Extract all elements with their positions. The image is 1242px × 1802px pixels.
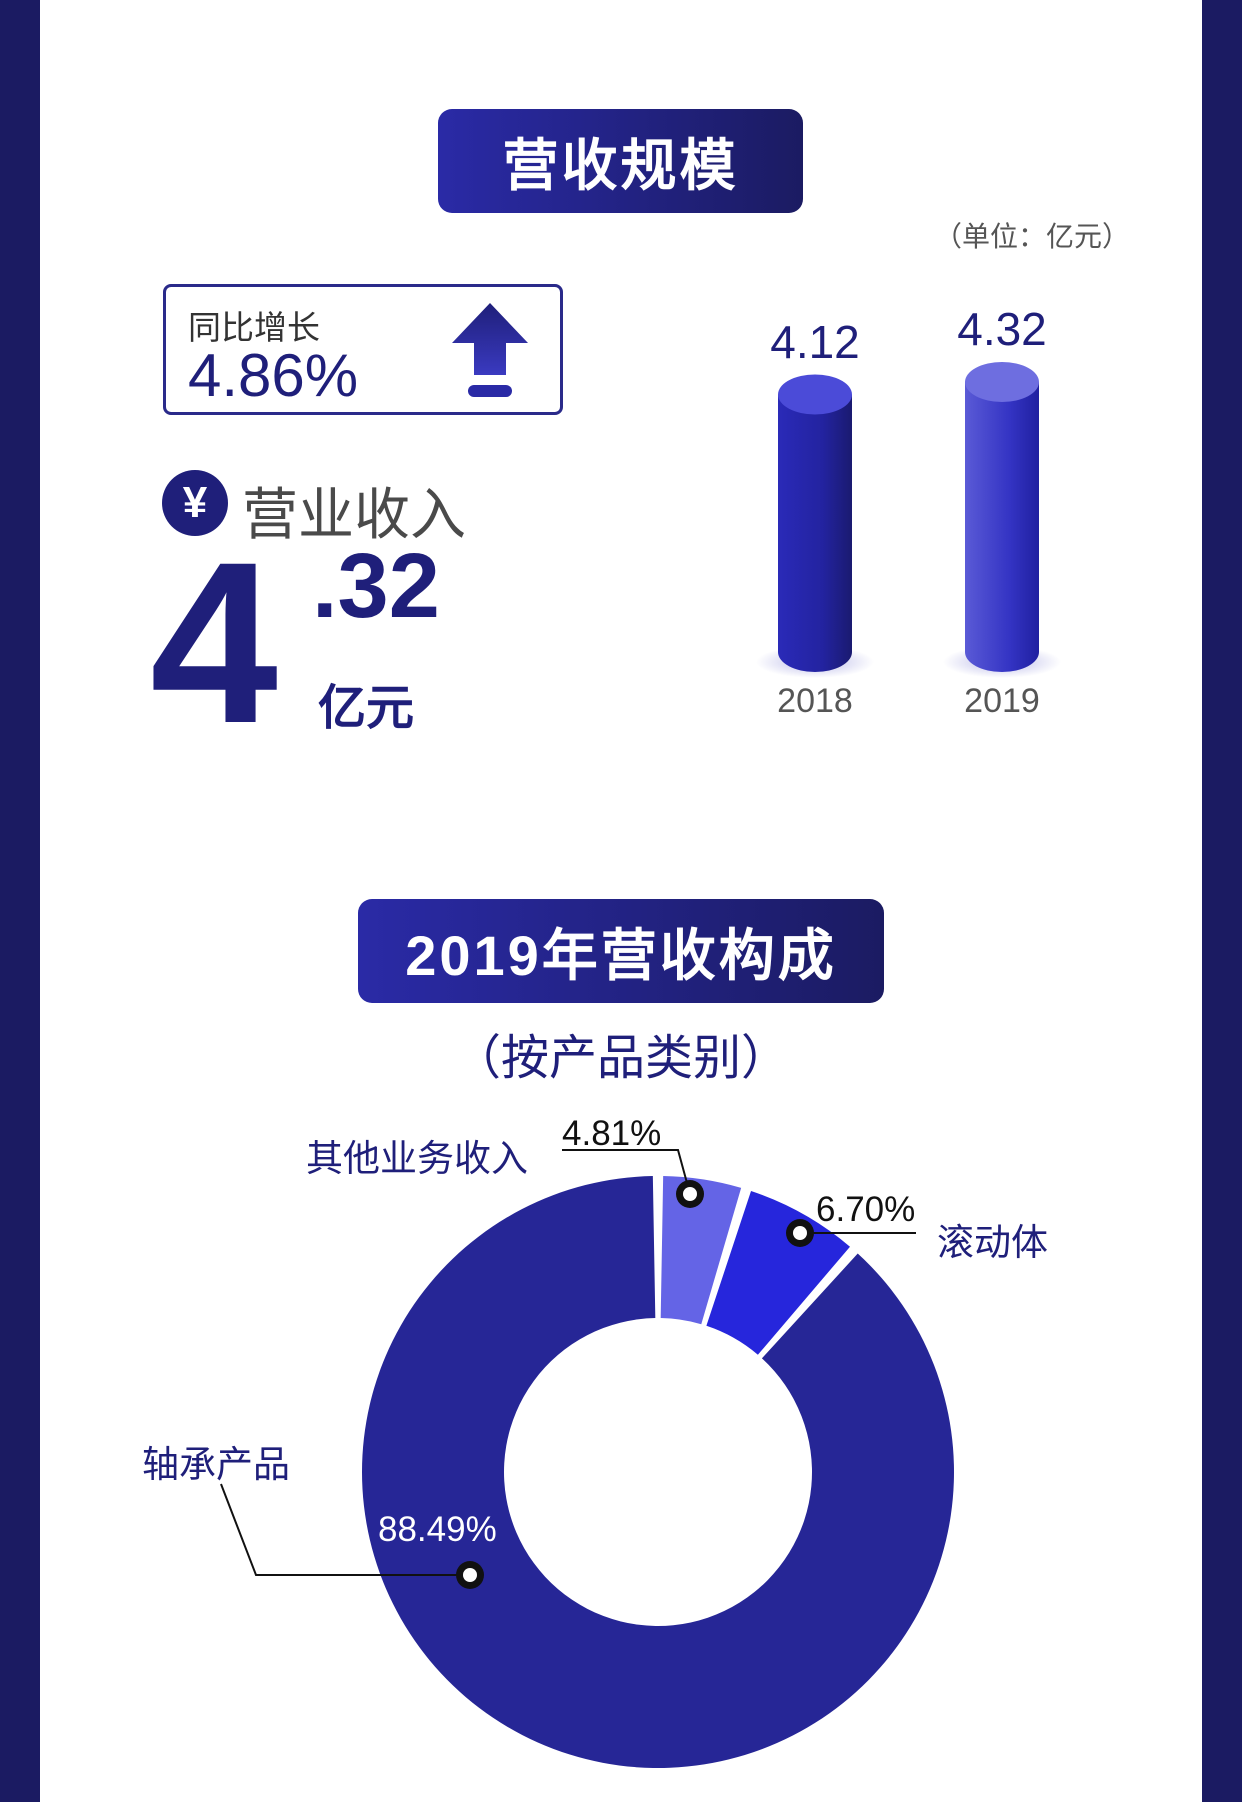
yen-icon: ¥ xyxy=(162,470,228,536)
section-title-revenue-scale: 营收规模 xyxy=(438,109,803,213)
label-marker-core xyxy=(793,1226,807,1240)
donut-slice xyxy=(706,1190,850,1355)
label-marker-core xyxy=(683,1187,697,1201)
pct-bearing-products: 88.49% xyxy=(378,1510,497,1549)
pct-other-revenue: 4.81% xyxy=(562,1114,662,1153)
growth-label: 同比增长 xyxy=(188,309,320,346)
label-marker-core xyxy=(463,1568,477,1582)
bar-2018 xyxy=(778,394,852,672)
bar-top xyxy=(965,362,1039,402)
label-rolling-element: 滚动体 xyxy=(937,1222,1048,1263)
label-other-revenue: 其他业务收入 xyxy=(306,1138,528,1179)
revenue-label: 营业收入 xyxy=(242,483,466,546)
bar-2019 xyxy=(965,382,1039,672)
growth-value: 4.86% xyxy=(188,342,359,409)
bar-top xyxy=(778,374,852,415)
revenue-unit: 亿元 xyxy=(318,682,415,735)
leader-line-other xyxy=(562,1149,691,1195)
bar-category-label: 2018 xyxy=(777,682,853,720)
label-bearing-products: 轴承产品 xyxy=(142,1444,290,1485)
section-title-revenue-composition: 2019年营收构成 xyxy=(358,899,884,1003)
unit-note: （单位：亿元） xyxy=(933,221,1130,252)
bar-value-label: 4.32 xyxy=(957,303,1047,355)
bar-value-label: 4.12 xyxy=(770,315,860,368)
revenue-bar-chart xyxy=(756,362,1061,678)
bar-category-label: 2019 xyxy=(964,682,1040,720)
growth-box: 同比增长 4.86% xyxy=(163,284,563,415)
pct-rolling-element: 6.70% xyxy=(816,1190,916,1229)
revenue-integer: 4 xyxy=(150,514,278,771)
donut-slice xyxy=(361,1176,955,1768)
leader-line-bearing xyxy=(220,1483,470,1576)
arrow-up-icon xyxy=(452,303,528,397)
revenue-decimal: .32 xyxy=(312,535,440,637)
section-subtitle: （按产品类别） xyxy=(452,1032,789,1085)
donut-slice xyxy=(660,1176,742,1325)
